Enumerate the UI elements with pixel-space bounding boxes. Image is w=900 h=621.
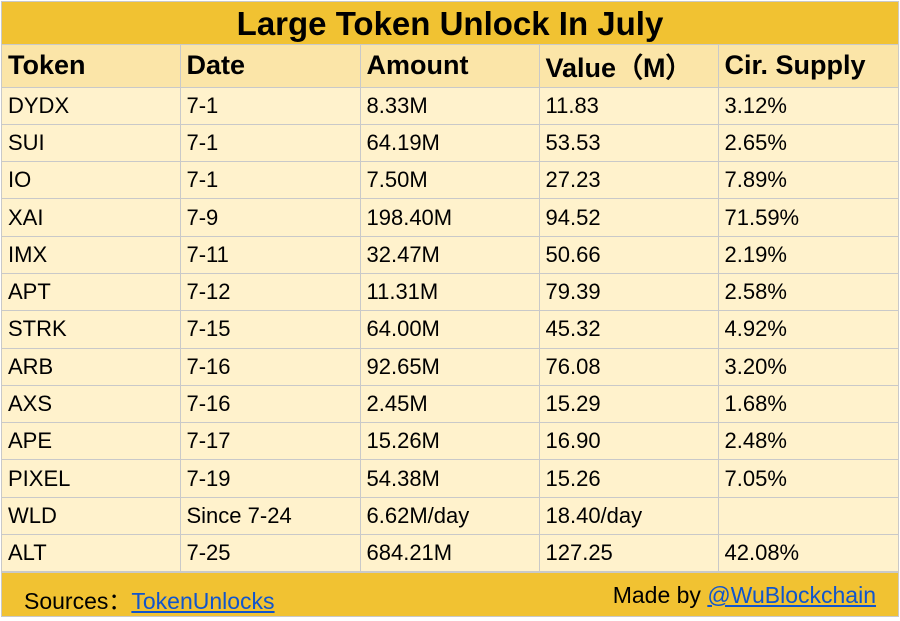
sources-credit: Sources：TokenUnlocks: [24, 582, 275, 616]
cell-amount: 92.65M: [360, 348, 540, 386]
column-header-supply: Cir. Supply: [718, 45, 898, 88]
cell-value: 15.29: [539, 385, 719, 424]
page-title: Large Token Unlock In July: [236, 4, 664, 42]
table-row: WLD Since 7-24 6.62M/day 18.40/day: [2, 497, 898, 536]
cell-value: 27.23: [539, 161, 719, 200]
cell-supply: 2.65%: [718, 124, 898, 163]
cell-supply: 1.68%: [718, 385, 898, 424]
cell-amount: 64.00M: [360, 310, 540, 349]
table-row: AXS 7-16 2.45M 15.29 1.68%: [2, 385, 898, 424]
cell-token: APE: [2, 422, 181, 461]
unlock-table: Token Date Amount Value（M） Cir. Supply D…: [2, 45, 898, 573]
cell-amount: 2.45M: [360, 385, 540, 424]
cell-amount: 11.31M: [360, 273, 540, 312]
cell-supply: 2.19%: [718, 236, 898, 274]
cell-date: 7-1: [180, 161, 361, 200]
cell-date: 7-11: [180, 236, 361, 274]
cell-token: ALT: [2, 534, 181, 573]
cell-supply: 2.48%: [718, 422, 898, 461]
cell-token: DYDX: [2, 87, 181, 125]
sources-link[interactable]: TokenUnlocks: [131, 588, 275, 614]
column-header-value: Value（M）: [539, 45, 719, 88]
cell-date: 7-9: [180, 198, 361, 237]
cell-date: Since 7-24: [180, 497, 361, 536]
title-row: Large Token Unlock In July: [2, 2, 898, 45]
cell-value: 11.83: [539, 87, 719, 125]
table-row: ALT 7-25 684.21M 127.25 42.08%: [2, 534, 898, 573]
cell-date: 7-16: [180, 385, 361, 424]
table-row: DYDX 7-1 8.33M 11.83 3.12%: [2, 87, 898, 125]
cell-date: 7-1: [180, 87, 361, 125]
cell-token: IMX: [2, 236, 181, 274]
column-header-date: Date: [180, 45, 361, 88]
cell-date: 7-12: [180, 273, 361, 312]
cell-token: AXS: [2, 385, 181, 424]
cell-token: APT: [2, 273, 181, 312]
cell-token: SUI: [2, 124, 181, 163]
cell-supply: 3.12%: [718, 87, 898, 125]
table-row: STRK 7-15 64.00M 45.32 4.92%: [2, 310, 898, 349]
table-row: APE 7-17 15.26M 16.90 2.48%: [2, 422, 898, 461]
cell-value: 45.32: [539, 310, 719, 349]
cell-token: STRK: [2, 310, 181, 349]
table-row: IMX 7-11 32.47M 50.66 2.19%: [2, 236, 898, 274]
cell-amount: 64.19M: [360, 124, 540, 163]
cell-value: 79.39: [539, 273, 719, 312]
cell-value: 53.53: [539, 124, 719, 163]
cell-date: 7-16: [180, 348, 361, 386]
cell-supply: 71.59%: [718, 198, 898, 237]
cell-value: 127.25: [539, 534, 719, 573]
made-by-label: Made by: [612, 582, 708, 608]
cell-date: 7-17: [180, 422, 361, 461]
footer-row: Sources：TokenUnlocks Made by @WuBlockcha…: [2, 572, 898, 616]
table-row: IO 7-1 7.50M 27.23 7.89%: [2, 161, 898, 200]
author-credit: Made by @WuBlockchain: [613, 582, 876, 609]
cell-token: WLD: [2, 497, 181, 536]
cell-amount: 8.33M: [360, 87, 540, 125]
cell-amount: 198.40M: [360, 198, 540, 237]
sources-label: Sources：: [24, 588, 132, 614]
table-row: XAI 7-9 198.40M 94.52 71.59%: [2, 198, 898, 237]
table-row: ARB 7-16 92.65M 76.08 3.20%: [2, 348, 898, 386]
cell-amount: 684.21M: [360, 534, 540, 573]
cell-amount: 32.47M: [360, 236, 540, 274]
cell-date: 7-15: [180, 310, 361, 349]
cell-value: 16.90: [539, 422, 719, 461]
table-body: DYDX 7-1 8.33M 11.83 3.12% SUI 7-1 64.19M 53.53 2…: [2, 87, 898, 573]
cell-token: ARB: [2, 348, 181, 386]
cell-supply: 4.92%: [718, 310, 898, 349]
cell-token: IO: [2, 161, 181, 200]
cell-supply: [718, 497, 898, 536]
table-row: APT 7-12 11.31M 79.39 2.58%: [2, 273, 898, 312]
cell-amount: 6.62M/day: [360, 497, 540, 536]
cell-amount: 15.26M: [360, 422, 540, 461]
cell-value: 76.08: [539, 348, 719, 386]
cell-date: 7-25: [180, 534, 361, 573]
cell-supply: 7.89%: [718, 161, 898, 200]
cell-amount: 7.50M: [360, 161, 540, 200]
cell-amount: 54.38M: [360, 459, 540, 498]
cell-supply: 2.58%: [718, 273, 898, 312]
author-link[interactable]: @WuBlockchain: [707, 582, 876, 608]
column-header-amount: Amount: [360, 45, 540, 88]
cell-value: 15.26: [539, 459, 719, 498]
table-row: PIXEL 7-19 54.38M 15.26 7.05%: [2, 459, 898, 498]
cell-date: 7-1: [180, 124, 361, 163]
cell-supply: 42.08%: [718, 534, 898, 573]
cell-value: 50.66: [539, 236, 719, 274]
cell-date: 7-19: [180, 459, 361, 498]
cell-value: 18.40/day: [539, 497, 719, 536]
column-header-row: Token Date Amount Value（M） Cir. Supply: [2, 45, 898, 88]
cell-supply: 7.05%: [718, 459, 898, 498]
cell-value: 94.52: [539, 198, 719, 237]
column-header-token: Token: [2, 45, 181, 88]
cell-token: PIXEL: [2, 459, 181, 498]
table-row: SUI 7-1 64.19M 53.53 2.65%: [2, 124, 898, 163]
cell-supply: 3.20%: [718, 348, 898, 386]
cell-token: XAI: [2, 198, 181, 237]
